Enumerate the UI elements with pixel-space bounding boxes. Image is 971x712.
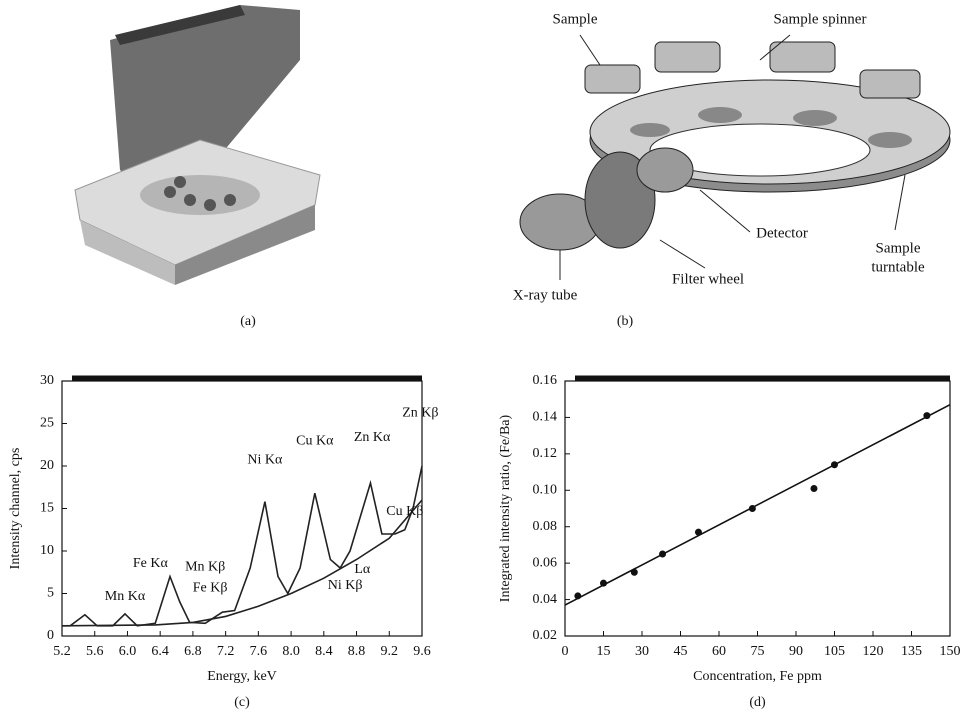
x-tick-label: 75 [751,644,765,659]
y-tick-label: 25 [40,416,54,431]
data-line [62,465,423,627]
diagram-label: Filter wheel [672,271,744,287]
peak-label: Cu Kβ [386,504,423,519]
x-tick-label: 6.0 [119,644,137,659]
data-line [61,499,423,627]
instrument-photo [74,5,321,285]
y-tick-label: 15 [40,501,54,516]
y-tick-label: 0.08 [533,519,558,534]
peak-label: Mn Kα [105,589,146,604]
x-tick-label: 150 [940,644,961,659]
x-tick-label: 90 [789,644,803,659]
peak-label: Ni Kβ [328,578,363,593]
plot-frame [564,380,951,637]
x-tick-label: 7.2 [217,644,235,659]
y-tick-label: 30 [40,373,54,388]
x-tick-label: 9.2 [381,644,399,659]
x-tick-label: 15 [597,644,611,659]
x-tick-label: 30 [635,644,649,659]
peak-label: Fe Kα [133,556,169,571]
data-point [810,484,818,492]
y-axis-label: Intensity channel, cps [8,448,23,570]
x-tick-label: 45 [674,644,688,659]
x-tick-label: 8.8 [348,644,366,659]
x-tick-label: 6.4 [151,644,169,659]
x-tick-label: 9.6 [413,644,431,659]
peak-label: Lα [354,562,371,577]
x-tick-label: 120 [863,644,884,659]
diagram-label: Detector [756,225,808,241]
peak-label: Fe Kβ [193,581,228,596]
y-tick-label: 0.16 [533,373,558,388]
y-tick-label: 0.10 [533,483,558,498]
chart-caption: (c) [234,695,250,710]
x-tick-label: 5.2 [53,644,71,659]
y-tick-label: 0.02 [533,628,558,643]
x-axis-label: Concentration, Fe ppm [693,669,822,684]
y-tick-label: 10 [40,543,54,558]
diagram-label: Sample [553,11,598,27]
chart-caption: (d) [749,695,766,710]
peak-label: Cu Kα [296,434,334,449]
data-line [564,403,951,606]
x-tick-label: 8.4 [315,644,333,659]
diagram-label: X-ray tube [513,287,578,303]
x-tick-label: 0 [562,644,569,659]
y-tick-label: 0.12 [533,446,558,461]
y-tick-label: 5 [47,586,54,601]
x-axis-label: Energy, keV [207,669,277,684]
peak-label: Mn Kβ [185,559,225,574]
panel-caption: (b) [617,314,634,329]
peak-label: Ni Kα [247,452,283,467]
peak-label: Zn Kα [354,430,391,445]
x-tick-label: 5.6 [86,644,104,659]
x-tick-label: 135 [901,644,922,659]
y-tick-label: 0.04 [533,592,558,607]
panel-caption: (a) [240,314,256,329]
x-tick-label: 8.0 [282,644,300,659]
x-tick-label: 60 [712,644,726,659]
y-tick-label: 20 [40,458,54,473]
x-tick-label: 6.8 [184,644,202,659]
peak-label: Zn Kβ [402,406,438,421]
diagram-label: Sample spinner [774,11,867,27]
x-tick-label: 7.6 [250,644,268,659]
y-tick-label: 0 [47,628,54,643]
y-tick-label: 0.06 [533,555,558,570]
y-tick-label: 0.14 [533,410,558,425]
diagram-label: Sample [876,240,921,256]
turntable-diagram [519,34,951,280]
y-axis-label: Integrated intensity ratio, (Fe/Ba) [498,414,513,602]
diagram-label: turntable [871,259,925,275]
x-tick-label: 105 [824,644,845,659]
